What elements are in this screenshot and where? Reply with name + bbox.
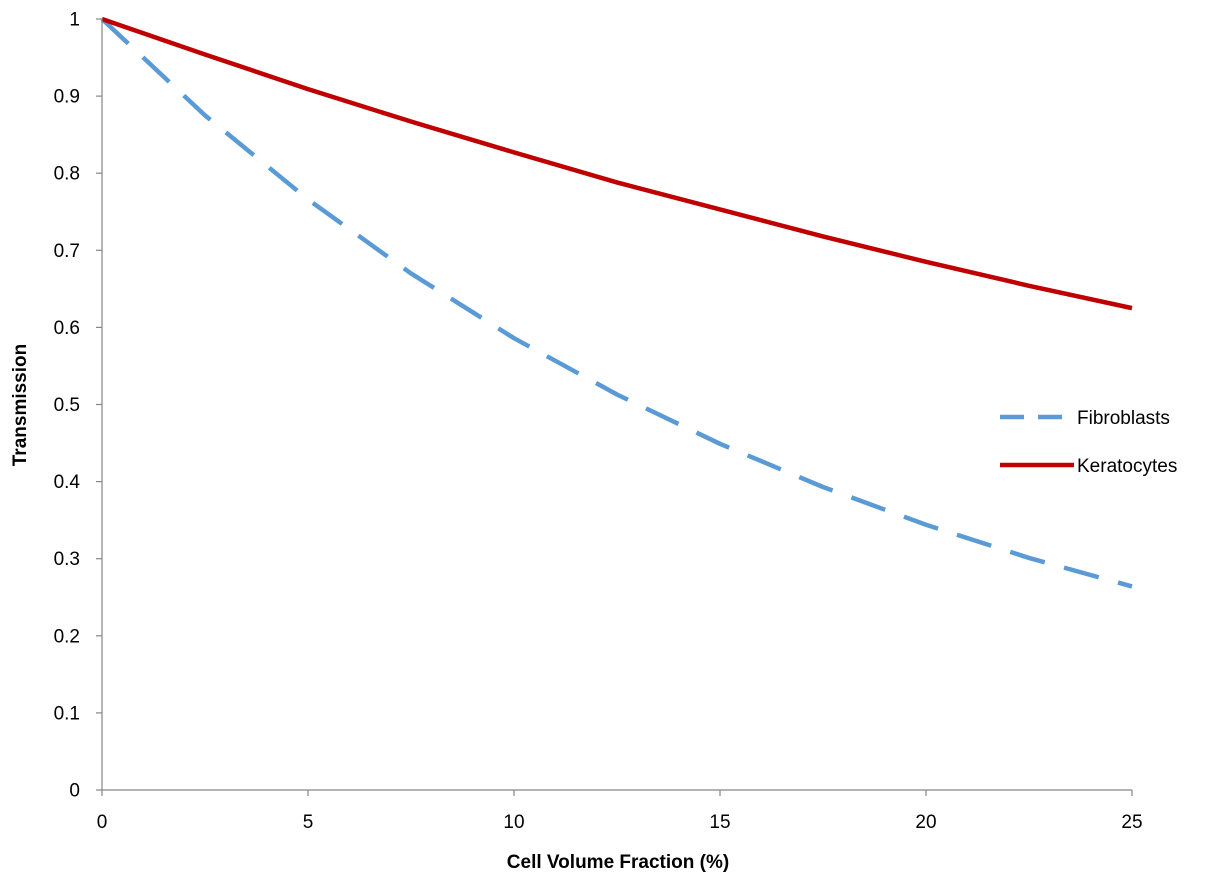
x-axis-title: Cell Volume Fraction (%) (507, 852, 729, 873)
y-tick-label: 0.1 (54, 703, 80, 724)
y-tick-label: 0 (69, 781, 80, 802)
y-tick-label: 0.7 (54, 241, 80, 262)
tick-labels: 00.10.20.30.40.50.60.70.80.910 5 10 15 20 25 (54, 10, 1143, 834)
y-axis-title: Transmission (10, 344, 31, 467)
x-tick-label: 10 (503, 812, 524, 833)
y-tick-label: 0.2 (54, 626, 80, 647)
legend-label-fibroblasts: Fibroblasts (1077, 408, 1170, 429)
series-line-keratocytes (102, 19, 1132, 308)
legend-label-keratocytes: Keratocytes (1077, 456, 1177, 477)
plot-lines (102, 19, 1132, 586)
y-tick-label: 1 (69, 10, 80, 31)
y-tick-label: 0.5 (54, 395, 80, 416)
x-tick-label: 20 (915, 812, 936, 833)
x-tick-label: 15 (709, 812, 730, 833)
y-tick-label: 0.6 (54, 318, 80, 339)
x-tick-label: 25 (1121, 812, 1142, 833)
x-tick-label: 0 (97, 812, 108, 833)
axes (96, 19, 1132, 796)
series-line-fibroblasts (102, 19, 1132, 586)
legend: Fibroblasts Keratocytes (1000, 408, 1177, 477)
y-tick-label: 0.9 (54, 87, 80, 108)
y-tick-label: 0.4 (54, 472, 81, 493)
y-tick-label: 0.3 (54, 549, 80, 570)
y-tick-label: 0.8 (54, 164, 80, 185)
x-tick-label: 5 (303, 812, 314, 833)
